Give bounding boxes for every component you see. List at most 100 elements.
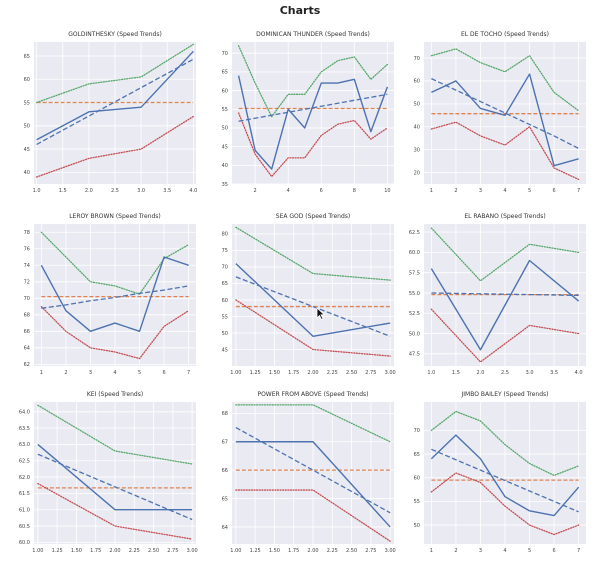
x-tick-label: 1.0 [427,370,435,376]
x-tick-label: 1.75 [90,548,101,554]
y-tick-label: 50.0 [409,331,420,337]
x-tick-label: 2.00 [307,370,318,376]
y-tick-label: 65 [222,281,228,287]
y-tick-label: 63.0 [19,442,30,448]
x-tick-label: 1.0 [33,188,41,194]
x-tick-label: 8 [353,188,356,194]
x-tick-label: 2.0 [85,188,93,194]
y-tick-label: 76 [24,247,30,253]
y-tick-label: 60 [414,79,420,85]
x-tick-label: 1.00 [32,548,43,554]
x-tick-label: 2 [64,370,67,376]
mouse-pointer-icon [316,307,325,320]
y-tick-label: 61.0 [19,508,30,514]
y-tick-label: 47.5 [409,352,420,358]
y-tick-label: 57.5 [409,270,420,276]
x-tick-label: 2 [254,188,257,194]
y-tick-label: 60.0 [409,250,420,256]
y-tick-label: 40 [222,163,228,169]
y-tick-label: 50 [414,102,420,108]
x-tick-label: 5 [138,370,141,376]
series-line-trend [235,276,391,337]
x-tick-label: 4 [503,548,506,554]
x-tick-label: 3 [89,370,92,376]
series-line-solid [37,443,193,511]
x-tick-label: 2.50 [148,548,159,554]
series-line-solid [40,256,189,333]
x-tick-label: 3.00 [385,548,396,554]
x-tick-label: 2 [454,548,457,554]
chart-title: KEI (Speed Trends) [87,391,143,398]
x-tick-label: 3.5 [550,370,558,376]
y-tick-label: 20 [414,170,420,176]
series-line-max [235,226,391,281]
y-tick-label: 60 [24,77,30,83]
x-tick-label: 2.00 [307,548,318,554]
chart-panel: JIMBO BAILEY (Speed Trends) 1 2 3 4 5 6 7 50 55 60… [414,391,586,554]
x-tick-label: 6 [162,370,165,376]
y-tick-label: 68 [222,411,228,417]
y-tick-label: 66 [24,329,30,335]
y-tick-label: 67 [222,440,228,446]
series-line-min [235,299,391,357]
x-tick-label: 1.25 [52,548,63,554]
x-tick-label: 2.75 [167,548,178,554]
x-tick-label: 4 [113,370,116,376]
chart-title: EL RABANO (Speed Trends) [464,213,545,220]
x-tick-label: 2.00 [109,548,120,554]
x-tick-label: 7 [577,548,580,554]
series-line-max [235,404,391,443]
y-tick-label: 30 [414,147,420,153]
y-tick-label: 60 [222,88,228,94]
chart-title: GOLDINTHESKY (Speed Trends) [68,31,162,38]
y-tick-label: 62 [24,362,30,368]
x-tick-label: 7 [577,188,580,194]
page-title: Charts [279,4,321,17]
y-tick-label: 61.5 [19,491,30,497]
x-tick-label: 7 [187,370,190,376]
y-tick-label: 62.0 [19,475,30,481]
y-tick-label: 55 [24,100,30,106]
series-line-min [237,112,389,178]
y-tick-label: 64 [222,525,228,531]
y-tick-label: 50 [24,124,30,130]
y-tick-label: 80 [222,232,228,238]
x-tick-label: 2.25 [327,370,338,376]
chart-title: DOMINICAN THUNDER (Speed Trends) [256,31,370,38]
x-tick-label: 1 [430,548,433,554]
y-tick-label: 65 [222,496,228,502]
x-tick-label: 1.50 [71,548,82,554]
x-tick-label: 4.0 [575,370,583,376]
y-tick-label: 63.5 [19,426,30,432]
x-tick-label: 6 [320,188,323,194]
x-tick-label: 1.75 [288,548,299,554]
chart-panel: SEA GOD (Speed Trends) 1.00 1.25 1.50 1.75 2.… [222,213,396,376]
y-tick-label: 60.0 [19,540,30,546]
series-line-max [37,404,193,465]
x-tick-label: 1.25 [250,370,261,376]
y-tick-label: 45 [222,144,228,150]
series-line-solid [235,441,391,528]
y-tick-label: 74 [24,263,30,269]
x-tick-label: 3.00 [385,370,396,376]
y-tick-label: 50 [222,126,228,132]
y-tick-label: 65 [222,70,228,76]
chart-panel: DOMINICAN THUNDER (Speed Trends) 2 4 6 8 10 35… [222,31,394,194]
series-line-solid [431,73,579,167]
chart-title: SEA GOD (Speed Trends) [276,213,350,220]
chart-panel: GOLDINTHESKY (Speed Trends) 1.0 1.5 2.0 2.5 3… [24,31,198,194]
x-tick-label: 2.25 [129,548,140,554]
chart-title: EL DE TOCHO (Speed Trends) [461,31,549,38]
x-tick-label: 4.0 [189,188,197,194]
y-tick-label: 70 [222,265,228,271]
y-tick-label: 55 [222,314,228,320]
chart-panel: KEI (Speed Trends) 1.00 1.25 1.50 1.75 2.00 2.… [19,391,198,554]
series-line-min [35,115,195,178]
y-tick-label: 52.5 [409,311,420,317]
series-line-trend [431,292,579,297]
x-tick-label: 3.5 [163,188,171,194]
y-tick-label: 70 [414,428,420,434]
series-line-solid [235,263,391,337]
chart-title: JIMBO BAILEY (Speed Trends) [461,391,549,398]
series-line-max [35,43,195,104]
